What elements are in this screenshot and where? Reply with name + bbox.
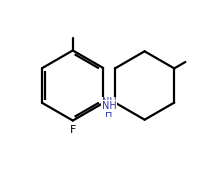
Text: F: F — [70, 125, 76, 135]
Text: NH: NH — [102, 101, 116, 111]
Text: NH
H: NH H — [102, 97, 116, 119]
